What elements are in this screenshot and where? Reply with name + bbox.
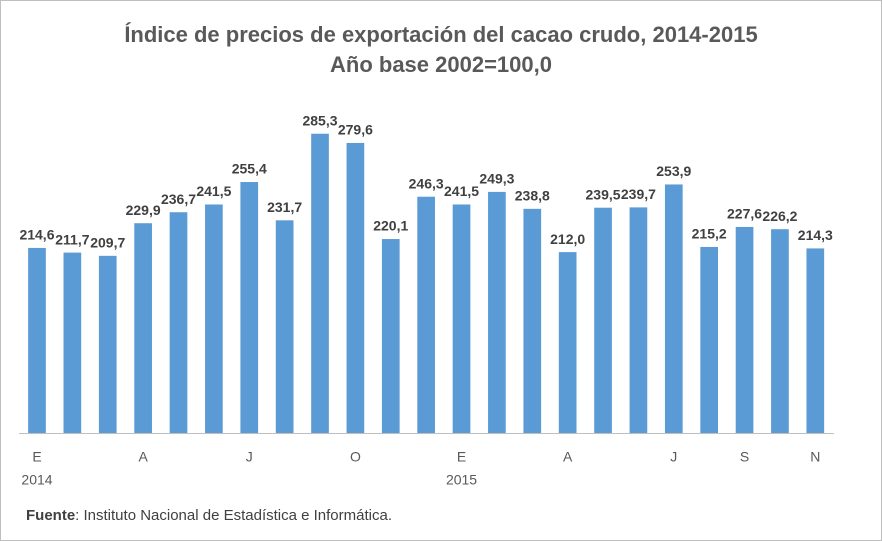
x-tick-label: S — [740, 449, 749, 465]
x-tick-label: J — [246, 449, 253, 465]
source-label: Fuente — [26, 507, 75, 524]
x-tick-label: A — [563, 449, 573, 465]
bar — [488, 191, 506, 433]
bar — [169, 212, 188, 433]
bar — [417, 196, 435, 433]
chart-subtitle: Año base 2002=100,0 — [330, 52, 552, 77]
source-text: : Instituto Nacional de Estadística e In… — [75, 507, 392, 524]
bar — [735, 226, 754, 433]
x-tick-label: A — [138, 449, 148, 465]
value-label: 231,7 — [267, 199, 302, 215]
bar — [98, 255, 117, 433]
value-label: 236,7 — [161, 191, 196, 207]
value-label: 226,2 — [762, 208, 797, 224]
bar — [240, 182, 259, 433]
value-label: 285,3 — [302, 112, 337, 128]
bar — [700, 246, 719, 433]
value-label: 239,7 — [621, 186, 656, 202]
bar — [205, 204, 223, 433]
bar — [771, 229, 789, 433]
value-label: 220,1 — [373, 218, 408, 234]
value-label: 214,6 — [19, 227, 54, 243]
value-label: 215,2 — [692, 226, 727, 242]
value-label: 249,3 — [479, 171, 514, 187]
bar — [63, 252, 82, 433]
value-label: 279,6 — [338, 122, 373, 138]
bar — [311, 133, 329, 434]
bar — [629, 207, 648, 433]
value-label: 241,5 — [196, 183, 231, 199]
x-tick-label: O — [350, 449, 361, 465]
x-tick-label: N — [810, 449, 820, 465]
value-label: 239,5 — [586, 186, 621, 202]
value-label: 211,7 — [55, 231, 89, 247]
bar — [275, 220, 294, 433]
value-label: 212,0 — [550, 231, 585, 247]
bar — [806, 248, 825, 433]
value-label: 209,7 — [90, 235, 125, 251]
bar — [346, 142, 365, 434]
source-note: Fuente: Instituto Nacional de Estadístic… — [26, 507, 392, 524]
bar — [28, 247, 46, 433]
value-label: 253,9 — [656, 163, 691, 179]
x-tick-label: E — [32, 449, 41, 465]
bar — [594, 207, 612, 433]
bar — [558, 252, 577, 433]
bar — [381, 239, 400, 433]
bar — [134, 223, 152, 433]
bar — [452, 204, 471, 433]
bar — [664, 184, 683, 433]
value-label: 255,4 — [232, 161, 267, 177]
year-label: 2014 — [21, 472, 52, 488]
bar — [523, 208, 542, 433]
value-label: 238,8 — [515, 188, 550, 204]
value-label: 241,5 — [444, 183, 479, 199]
year-label: 2015 — [446, 472, 477, 488]
value-label: 227,6 — [727, 206, 762, 222]
chart-title: Índice de precios de exportación del cac… — [124, 22, 757, 47]
value-label: 246,3 — [409, 175, 444, 191]
value-label: 214,3 — [798, 227, 833, 243]
value-label: 229,9 — [126, 202, 161, 218]
x-tick-label: J — [670, 449, 677, 465]
x-tick-label: E — [457, 449, 466, 465]
